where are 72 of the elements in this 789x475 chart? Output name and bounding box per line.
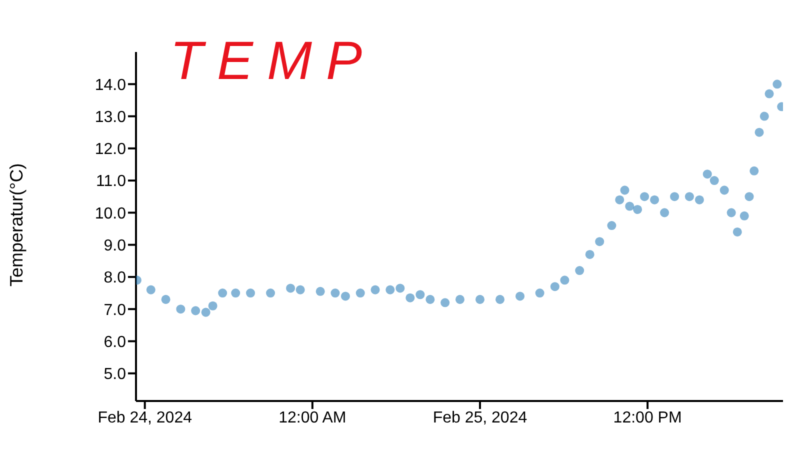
y-tick-label: 5.0 bbox=[104, 366, 126, 384]
point bbox=[585, 250, 594, 259]
point bbox=[146, 285, 156, 294]
y-tick-label: 7.0 bbox=[104, 302, 126, 319]
point bbox=[750, 166, 759, 176]
point bbox=[191, 306, 200, 316]
y-axis-title: Temperatur(°C) bbox=[6, 163, 26, 286]
point bbox=[732, 227, 742, 236]
y-tick-label: 12.0 bbox=[94, 141, 126, 158]
point bbox=[550, 282, 560, 292]
x-tick-label: Feb 25, 2024 bbox=[432, 409, 528, 426]
point bbox=[246, 288, 256, 298]
y-tick-label: 6.0 bbox=[104, 334, 126, 351]
point bbox=[416, 290, 425, 300]
point bbox=[455, 294, 464, 304]
point bbox=[670, 192, 680, 202]
x-tick-label: Feb 24, 2024 bbox=[98, 409, 192, 426]
point bbox=[640, 192, 650, 202]
point bbox=[396, 284, 405, 293]
point bbox=[406, 293, 415, 302]
point bbox=[694, 195, 704, 204]
point bbox=[201, 308, 210, 317]
point bbox=[316, 286, 325, 296]
point bbox=[231, 288, 240, 298]
point bbox=[595, 237, 604, 246]
point bbox=[340, 292, 350, 301]
y-tick-label: 11.0 bbox=[96, 173, 126, 190]
point bbox=[684, 192, 694, 202]
point bbox=[515, 292, 525, 301]
point bbox=[744, 192, 754, 202]
point bbox=[266, 288, 276, 298]
point bbox=[440, 298, 450, 308]
y-tick-label: 8.0 bbox=[104, 270, 126, 287]
point bbox=[607, 221, 616, 230]
point bbox=[633, 204, 642, 214]
annotation: TEMP bbox=[170, 30, 376, 92]
point bbox=[161, 294, 170, 304]
point bbox=[720, 186, 729, 195]
point bbox=[208, 301, 218, 310]
point bbox=[218, 288, 228, 298]
point bbox=[710, 176, 719, 186]
y-tick-label: 9.0 bbox=[104, 238, 126, 254]
point bbox=[740, 211, 749, 220]
point bbox=[754, 128, 764, 137]
point bbox=[296, 285, 305, 294]
x-tick-label: 12:00 AM bbox=[278, 409, 346, 426]
point bbox=[286, 284, 296, 293]
point bbox=[726, 208, 736, 218]
point bbox=[356, 288, 365, 298]
point bbox=[625, 202, 634, 211]
y-tick-label: 14.0 bbox=[94, 76, 126, 94]
y-tick-label: 13.0 bbox=[94, 108, 126, 126]
point bbox=[760, 112, 769, 121]
point bbox=[426, 294, 435, 304]
point bbox=[660, 208, 670, 218]
point bbox=[650, 195, 660, 204]
point bbox=[620, 186, 630, 195]
point bbox=[560, 276, 570, 285]
point bbox=[176, 304, 186, 314]
point bbox=[535, 288, 544, 298]
point bbox=[370, 285, 380, 294]
point bbox=[330, 288, 340, 298]
point bbox=[575, 266, 584, 276]
y-tick-label: 10.0 bbox=[94, 205, 126, 222]
point bbox=[702, 170, 712, 179]
point bbox=[475, 294, 484, 304]
x-tick-label: 12:00 PM bbox=[613, 409, 682, 426]
point bbox=[772, 80, 782, 89]
point bbox=[615, 195, 624, 204]
point bbox=[386, 285, 395, 294]
point bbox=[495, 294, 505, 304]
point bbox=[764, 89, 774, 98]
